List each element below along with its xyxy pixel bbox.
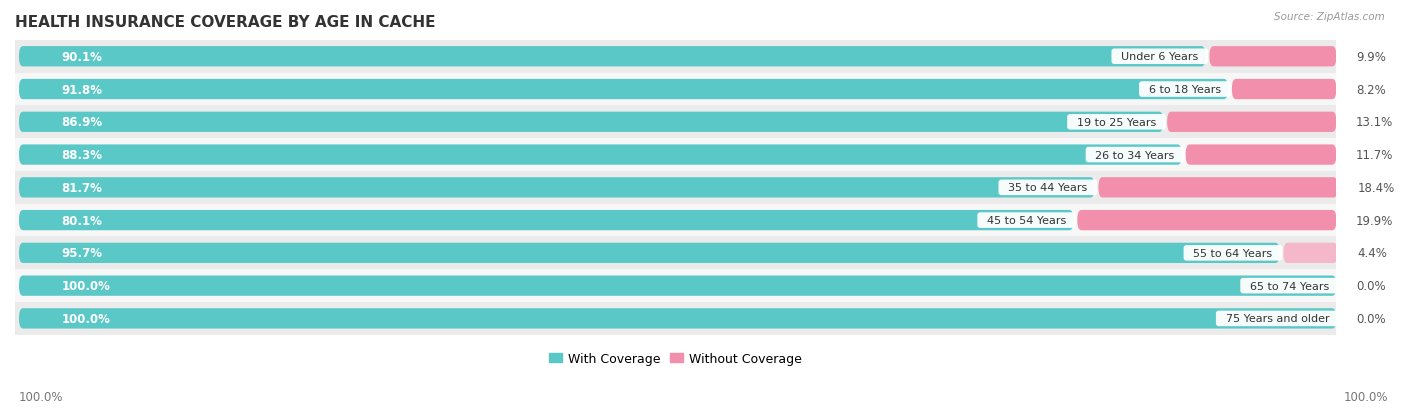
- FancyBboxPatch shape: [17, 140, 1334, 171]
- FancyBboxPatch shape: [18, 47, 1205, 67]
- Text: 4.4%: 4.4%: [1357, 247, 1388, 260]
- Text: 55 to 64 Years: 55 to 64 Years: [1187, 248, 1279, 258]
- Text: 100.0%: 100.0%: [62, 280, 110, 292]
- FancyBboxPatch shape: [18, 178, 1094, 198]
- Text: 0.0%: 0.0%: [1357, 312, 1386, 325]
- Text: 86.9%: 86.9%: [62, 116, 103, 129]
- FancyBboxPatch shape: [1167, 112, 1336, 133]
- Text: 65 to 74 Years: 65 to 74 Years: [1243, 281, 1336, 291]
- FancyBboxPatch shape: [18, 243, 1279, 263]
- FancyBboxPatch shape: [17, 303, 1334, 334]
- FancyBboxPatch shape: [18, 145, 1181, 165]
- Text: HEALTH INSURANCE COVERAGE BY AGE IN CACHE: HEALTH INSURANCE COVERAGE BY AGE IN CACH…: [15, 15, 436, 30]
- Text: 13.1%: 13.1%: [1357, 116, 1393, 129]
- FancyBboxPatch shape: [1077, 211, 1336, 231]
- FancyBboxPatch shape: [17, 42, 1334, 73]
- Bar: [15, 41, 1336, 74]
- Bar: [15, 106, 1336, 139]
- Text: 8.2%: 8.2%: [1357, 83, 1386, 96]
- Text: 80.1%: 80.1%: [62, 214, 103, 227]
- Legend: With Coverage, Without Coverage: With Coverage, Without Coverage: [544, 347, 807, 370]
- Bar: [15, 204, 1336, 237]
- FancyBboxPatch shape: [1284, 243, 1337, 263]
- FancyBboxPatch shape: [17, 205, 1334, 236]
- Text: 81.7%: 81.7%: [62, 181, 103, 195]
- Text: 35 to 44 Years: 35 to 44 Years: [1001, 183, 1094, 193]
- Bar: [15, 171, 1336, 204]
- Text: Source: ZipAtlas.com: Source: ZipAtlas.com: [1274, 12, 1385, 22]
- FancyBboxPatch shape: [1098, 178, 1337, 198]
- Text: 9.9%: 9.9%: [1357, 51, 1386, 64]
- FancyBboxPatch shape: [17, 74, 1334, 105]
- Text: 100.0%: 100.0%: [18, 390, 63, 403]
- FancyBboxPatch shape: [17, 107, 1334, 138]
- FancyBboxPatch shape: [18, 309, 1336, 329]
- Bar: [15, 139, 1336, 171]
- Text: 0.0%: 0.0%: [1357, 280, 1386, 292]
- Bar: [15, 270, 1336, 302]
- FancyBboxPatch shape: [1185, 145, 1336, 165]
- Text: 19.9%: 19.9%: [1357, 214, 1393, 227]
- FancyBboxPatch shape: [17, 271, 1334, 301]
- Text: 18.4%: 18.4%: [1357, 181, 1395, 195]
- Text: 6 to 18 Years: 6 to 18 Years: [1142, 85, 1227, 95]
- Text: 90.1%: 90.1%: [62, 51, 103, 64]
- FancyBboxPatch shape: [1209, 47, 1336, 67]
- Text: Under 6 Years: Under 6 Years: [1115, 52, 1205, 62]
- FancyBboxPatch shape: [18, 80, 1227, 100]
- FancyBboxPatch shape: [18, 276, 1336, 296]
- Bar: [15, 74, 1336, 106]
- FancyBboxPatch shape: [1232, 80, 1336, 100]
- Text: 95.7%: 95.7%: [62, 247, 103, 260]
- FancyBboxPatch shape: [17, 238, 1334, 268]
- Bar: [15, 237, 1336, 270]
- Text: 91.8%: 91.8%: [62, 83, 103, 96]
- Text: 75 Years and older: 75 Years and older: [1219, 313, 1336, 324]
- Text: 45 to 54 Years: 45 to 54 Years: [980, 216, 1073, 225]
- Text: 11.7%: 11.7%: [1357, 149, 1393, 161]
- Text: 19 to 25 Years: 19 to 25 Years: [1070, 118, 1163, 128]
- Text: 88.3%: 88.3%: [62, 149, 103, 161]
- FancyBboxPatch shape: [17, 173, 1334, 203]
- Text: 100.0%: 100.0%: [62, 312, 110, 325]
- Text: 26 to 34 Years: 26 to 34 Years: [1088, 150, 1181, 160]
- Text: 100.0%: 100.0%: [1343, 390, 1388, 403]
- Bar: [15, 302, 1336, 335]
- FancyBboxPatch shape: [18, 211, 1073, 231]
- FancyBboxPatch shape: [18, 112, 1163, 133]
